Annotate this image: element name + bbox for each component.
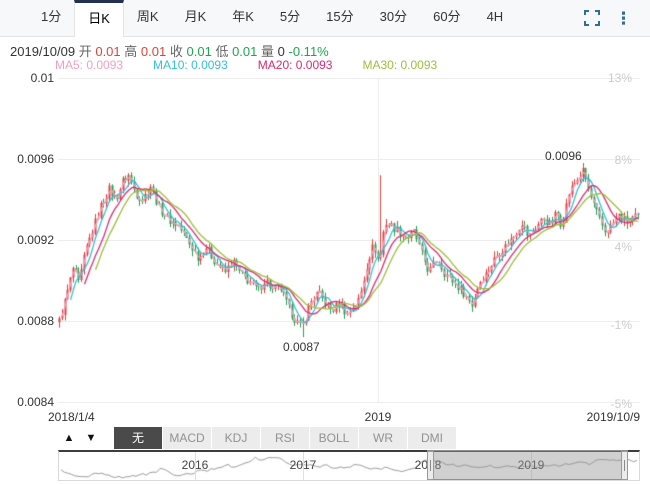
navigator-left-handle[interactable] (427, 451, 434, 480)
period-tab-bar: 1分 日K 周K 月K 年K 5分 15分 30分 60分 4H ⋮ (0, 0, 650, 37)
ma20-legend: MA20: 0.0093 (257, 58, 333, 72)
kebab-menu-icon[interactable]: ⋮ (615, 8, 632, 28)
xaxis-tick-end: 2019/10/9 (586, 410, 640, 424)
tab-1min[interactable]: 1分 (41, 9, 62, 24)
scroll-up-arrow-button[interactable]: ▲ (63, 432, 75, 444)
candlestick-chart-canvas[interactable] (58, 72, 640, 408)
fullscreen-icon[interactable] (584, 10, 600, 26)
low-price-annotation: 0.0087 (283, 340, 320, 354)
nav-year-2016: 2016 (181, 458, 209, 472)
scroll-down-arrow-button[interactable]: ▼ (85, 432, 97, 444)
indicator-tab-kdj[interactable]: KDJ (212, 427, 260, 449)
nav-gridline-2019 (531, 452, 532, 480)
xaxis-tick-2019: 2019 (364, 410, 392, 424)
indicator-bar: ▲ ▼ 无 MACD KDJ RSI BOLL WR DMI (58, 427, 456, 449)
tab-30min[interactable]: 30分 (379, 9, 408, 24)
open-label: 开 (78, 44, 92, 59)
high-value: 0.01 (140, 44, 167, 59)
high-label: 高 (124, 44, 138, 59)
yaxis-price-tick-2: 0.0096 (17, 152, 54, 166)
nav-year-2017: 2017 (289, 458, 317, 472)
volume-label: 量 (261, 44, 275, 59)
tab-15min[interactable]: 15分 (326, 9, 354, 24)
nav-gridline-2017 (303, 452, 304, 480)
change-percent: -0.11% (288, 44, 329, 59)
tab-weekly-k[interactable]: 周K (136, 9, 159, 24)
quote-date: 2019/10/09 (10, 44, 76, 59)
navigator-selection[interactable] (427, 450, 628, 480)
indicator-tab-boll[interactable]: BOLL (310, 427, 358, 449)
navigator-overview-canvas (59, 453, 639, 480)
open-value: 0.01 (95, 44, 121, 59)
nav-year-2019: 2019 (517, 458, 545, 472)
ma-legend: MA5: 0.0093 MA10: 0.0093 MA20: 0.0093 MA… (55, 58, 437, 72)
nav-gridline-2016 (195, 452, 196, 480)
tab-4h[interactable]: 4H (486, 9, 504, 24)
yaxis-price-tick-5: 0.0084 (17, 395, 54, 409)
topbar-icons: ⋮ (584, 0, 650, 36)
tab-monthly-k[interactable]: 月K (184, 9, 207, 24)
yaxis-price-tick-1: 0.01 (30, 71, 54, 85)
tab-yearly-k[interactable]: 年K (232, 9, 254, 24)
close-value: 0.01 (186, 44, 212, 59)
quote-row: 2019/10/09 开 0.01 高 0.01 收 0.01 低 0.01 量… (10, 41, 329, 60)
ma10-legend: MA10: 0.0093 (153, 58, 228, 72)
yaxis-price-tick-4: 0.0088 (17, 314, 54, 328)
range-navigator[interactable]: 2016 2017 2018 2019 (58, 450, 640, 481)
low-value: 0.01 (232, 44, 258, 59)
yaxis-price-tick-3: 0.0092 (17, 233, 54, 247)
xaxis-tick-start: 2018/1/4 (48, 410, 95, 424)
tab-5min[interactable]: 5分 (279, 9, 301, 24)
ma5-legend: MA5: 0.0093 (55, 58, 124, 72)
volume-value: 0 (277, 44, 285, 59)
indicator-tab-none[interactable]: 无 (114, 427, 162, 449)
indicator-tabs: 无 MACD KDJ RSI BOLL WR DMI (114, 427, 456, 449)
low-label: 低 (215, 44, 229, 59)
tab-60min[interactable]: 60分 (433, 9, 461, 24)
indicator-tab-wr[interactable]: WR (359, 427, 407, 449)
high-price-annotation: 0.0096 (545, 149, 582, 163)
tab-daily-k[interactable]: 日K (74, 0, 124, 37)
close-label: 收 (169, 44, 183, 59)
indicator-tab-dmi[interactable]: DMI (408, 427, 456, 449)
indicator-tab-rsi[interactable]: RSI (261, 427, 309, 449)
indicator-tab-macd[interactable]: MACD (163, 427, 211, 449)
ma30-legend: MA30: 0.0093 (362, 58, 438, 72)
navigator-right-handle[interactable] (621, 451, 628, 480)
